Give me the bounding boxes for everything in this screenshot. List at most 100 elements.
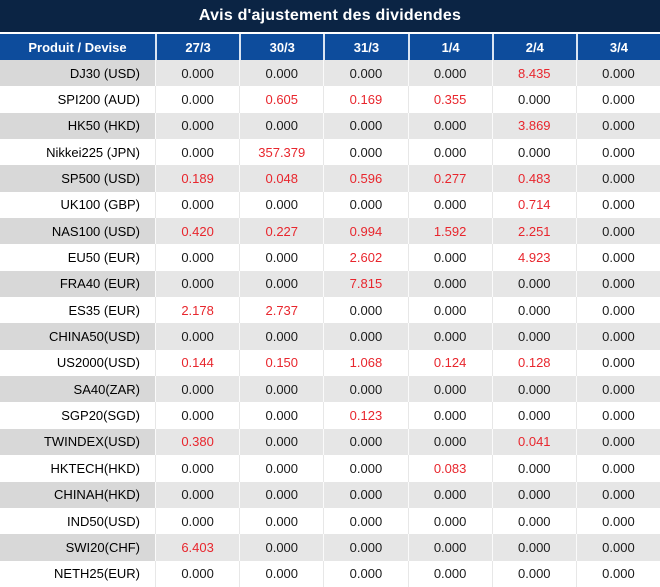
table-row: SGP20(SGD) 0.000 0.000 0.123 0.000 0.000 0.000 <box>0 402 660 429</box>
value-cell: 6.403 <box>155 534 240 561</box>
table-row: NETH25(EUR) 0.000 0.000 0.000 0.000 0.000 0.00… <box>0 560 660 587</box>
value-cell: 0.355 <box>407 86 492 113</box>
product-cell: SWI20(CHF) <box>0 534 155 561</box>
product-cell: US2000(USD) <box>56 355 140 371</box>
value-cell: 0.000 <box>491 455 576 482</box>
value-cell: 0.000 <box>407 297 492 324</box>
table-row: IND50(USD) 0.000 0.000 0.000 0.000 0.000 0.000 <box>0 507 660 535</box>
product-cell: SA40(ZAR) <box>0 376 155 403</box>
value-cell: 0.000 <box>155 376 240 403</box>
value-cell: 0.000 <box>155 191 239 219</box>
product-cell: SP500 (USD) <box>0 165 155 192</box>
value-cell: 2.251 <box>491 218 576 245</box>
page-title: Avis d'ajustement des dividendes <box>0 0 660 34</box>
value-cell: 0.000 <box>575 534 660 561</box>
value-cell: 0.000 <box>323 297 407 324</box>
value-cell: 0.000 <box>239 376 324 403</box>
value-cell: 0.380 <box>155 428 240 456</box>
product-cell: CHINA50(USD) <box>0 323 155 350</box>
value-cell: 0.000 <box>323 507 407 535</box>
value-cell: 0.000 <box>407 112 492 140</box>
value-cell: 2.178 <box>155 297 239 324</box>
value-cell: 0.000 <box>155 455 239 482</box>
table-row: CHINAH(HKD) 0.000 0.000 0.000 0.000 0.000 0.00… <box>0 481 660 508</box>
value-cell: 0.000 <box>575 270 660 298</box>
value-cell: 0.596 <box>323 165 408 192</box>
value-cell: 0.000 <box>155 560 239 587</box>
value-cell: 0.000 <box>575 297 660 324</box>
value-cell: 357.379 <box>239 139 323 166</box>
value-cell: 0.420 <box>155 218 240 245</box>
value-cell: 0.000 <box>239 534 324 561</box>
product-cell: CHINAH(HKD) <box>0 481 155 508</box>
value-cell: 7.815 <box>323 270 408 298</box>
value-cell: 0.000 <box>575 349 660 377</box>
value-cell: 0.000 <box>155 86 239 113</box>
value-cell: 0.000 <box>407 191 492 219</box>
value-cell: 0.000 <box>239 60 324 87</box>
value-cell: 0.000 <box>323 534 408 561</box>
value-cell: 0.000 <box>155 139 239 166</box>
value-cell: 0.000 <box>575 191 660 219</box>
value-cell: 0.000 <box>155 323 240 350</box>
value-cell: 0.000 <box>323 323 408 350</box>
value-cell: 0.000 <box>407 560 492 587</box>
value-cell: 0.000 <box>239 112 324 140</box>
value-cell: 0.000 <box>407 402 492 429</box>
value-cell: 0.000 <box>491 297 576 324</box>
value-cell: 0.000 <box>155 270 240 298</box>
value-cell: 0.000 <box>239 428 324 456</box>
value-cell: 0.000 <box>323 60 408 87</box>
value-cell: 0.000 <box>575 323 660 350</box>
product-cell: HKTECH(HKD) <box>50 460 140 476</box>
product-cell: NETH25(EUR) <box>54 566 140 582</box>
value-cell: 0.000 <box>407 60 492 87</box>
value-cell: 0.000 <box>575 218 660 245</box>
value-cell: 0.189 <box>155 165 240 192</box>
value-cell: 0.000 <box>407 534 492 561</box>
value-cell: 2.737 <box>239 297 323 324</box>
product-cell: DJ30 (USD) <box>0 60 155 87</box>
value-cell: 0.000 <box>491 507 576 535</box>
value-cell: 0.000 <box>407 244 492 271</box>
value-cell: 0.000 <box>575 86 660 113</box>
value-cell: 0.000 <box>575 481 660 508</box>
value-cell: 0.000 <box>155 112 240 140</box>
value-cell: 0.041 <box>491 428 576 456</box>
value-cell: 0.000 <box>575 112 660 140</box>
value-cell: 8.435 <box>491 60 576 87</box>
value-cell: 0.000 <box>407 481 492 508</box>
value-cell: 0.000 <box>575 560 660 587</box>
value-cell: 0.000 <box>575 244 660 271</box>
value-cell: 0.483 <box>491 165 576 192</box>
value-cell: 0.000 <box>239 560 323 587</box>
table-row: US2000(USD) 0.144 0.150 1.068 0.124 0.128 0.00… <box>0 349 660 377</box>
column-header-date: 31/3 <box>323 34 408 60</box>
value-cell: 0.124 <box>407 349 492 377</box>
table-row: HKTECH(HKD) 0.000 0.000 0.000 0.083 0.000 0.00… <box>0 455 660 482</box>
value-cell: 0.000 <box>407 507 492 535</box>
product-cell: ES35 (EUR) <box>68 302 140 318</box>
column-header-date: 1/4 <box>407 34 492 60</box>
product-cell: NAS100 (USD) <box>0 218 155 245</box>
value-cell: 0.128 <box>491 349 576 377</box>
value-cell: 0.000 <box>491 481 576 508</box>
table-row: SP500 (USD) 0.189 0.048 0.596 0.277 0.483 0.00… <box>0 165 660 192</box>
value-cell: 0.150 <box>239 349 323 377</box>
value-cell: 0.000 <box>575 139 660 166</box>
table-row: SWI20(CHF) 6.403 0.000 0.000 0.000 0.000 0.000 <box>0 534 660 561</box>
value-cell: 0.000 <box>491 560 576 587</box>
value-cell: 0.000 <box>575 402 660 429</box>
table-row: EU50 (EUR) 0.000 0.000 2.602 0.000 4.923 0.000 <box>0 244 660 271</box>
value-cell: 0.000 <box>407 323 492 350</box>
column-header-date: 3/4 <box>575 34 660 60</box>
product-cell: EU50 (EUR) <box>67 250 140 266</box>
value-cell: 0.277 <box>407 165 492 192</box>
value-cell: 0.048 <box>239 165 324 192</box>
table-row: SPI200 (AUD) 0.000 0.605 0.169 0.355 0.000 0.0… <box>0 86 660 113</box>
product-cell: UK100 (GBP) <box>60 197 140 213</box>
value-cell: 0.000 <box>575 507 660 535</box>
value-cell: 0.000 <box>323 191 407 219</box>
table-row: FRA40 (EUR) 0.000 0.000 7.815 0.000 0.000 0.00… <box>0 270 660 298</box>
